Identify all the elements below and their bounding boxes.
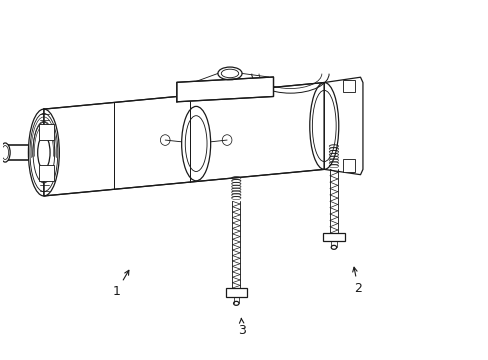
Polygon shape [177, 77, 273, 102]
Polygon shape [44, 82, 324, 196]
Bar [342, 80, 354, 93]
Text: 1: 1 [112, 270, 129, 298]
Text: 2: 2 [352, 267, 361, 294]
FancyBboxPatch shape [39, 124, 54, 140]
Ellipse shape [38, 136, 50, 169]
Bar [323, 233, 344, 241]
Text: 3: 3 [238, 318, 245, 337]
Bar [342, 159, 354, 172]
FancyBboxPatch shape [39, 165, 54, 181]
Ellipse shape [0, 143, 10, 162]
Bar [225, 288, 246, 297]
